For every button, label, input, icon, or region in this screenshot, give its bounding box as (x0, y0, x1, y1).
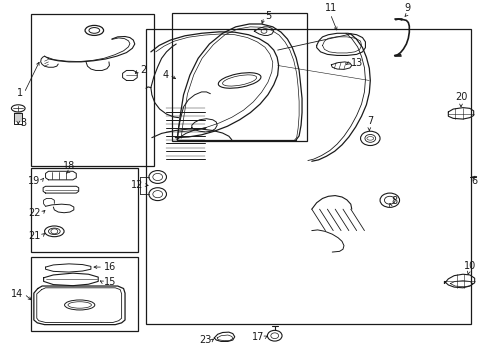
Bar (146, 29, 470, 324)
Bar (31, 257, 138, 331)
Text: 18: 18 (62, 161, 75, 171)
Text: 11: 11 (325, 3, 337, 13)
Text: 16: 16 (104, 262, 116, 272)
Text: 17: 17 (251, 332, 264, 342)
Text: 19: 19 (28, 176, 41, 185)
Text: 1: 1 (17, 88, 23, 98)
Text: 4: 4 (162, 70, 168, 80)
Text: 15: 15 (104, 278, 116, 287)
Text: 9: 9 (404, 3, 410, 13)
Text: 10: 10 (463, 261, 475, 271)
Bar (31, 14, 154, 166)
Bar (31, 168, 138, 252)
Text: 22: 22 (28, 208, 41, 219)
Text: 8: 8 (391, 195, 397, 206)
Text: 5: 5 (265, 11, 271, 21)
Text: 14: 14 (11, 289, 23, 299)
Text: 20: 20 (454, 92, 467, 102)
Text: 23: 23 (199, 335, 211, 345)
Text: 21: 21 (28, 231, 41, 241)
Text: 3: 3 (20, 118, 26, 128)
Bar (172, 13, 306, 141)
Text: 12: 12 (130, 180, 143, 190)
Text: 6: 6 (470, 176, 477, 185)
Text: 2: 2 (141, 66, 146, 76)
Text: 7: 7 (366, 116, 373, 126)
Text: 13: 13 (350, 58, 362, 68)
